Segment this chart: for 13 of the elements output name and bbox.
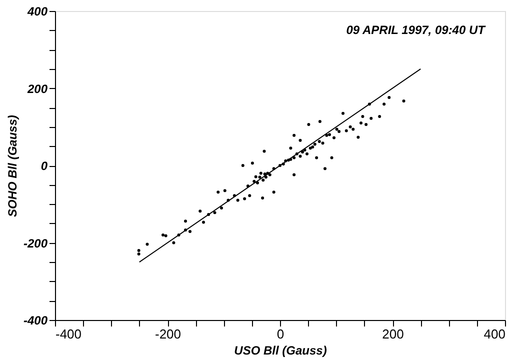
- y-tick-label: 200: [26, 82, 48, 96]
- y-tick-label: 400: [26, 4, 48, 18]
- y-tick-label: 0: [40, 159, 48, 173]
- x-tick-label: 200: [382, 326, 404, 342]
- x-axis-title: USO Bll (Gauss): [234, 344, 327, 358]
- y-tick-label: -400: [23, 314, 48, 328]
- y-tick-label: -200: [23, 236, 48, 250]
- annotation: 09 APRIL 1997, 09:40 UT: [346, 23, 487, 37]
- x-tick-label: 0: [276, 326, 284, 342]
- x-tick-label: 400: [484, 326, 506, 342]
- x-tick-label: -200: [154, 326, 182, 342]
- x-tick-label: -400: [56, 326, 82, 342]
- y-axis-title: SOHO Bll (Gauss): [5, 114, 20, 218]
